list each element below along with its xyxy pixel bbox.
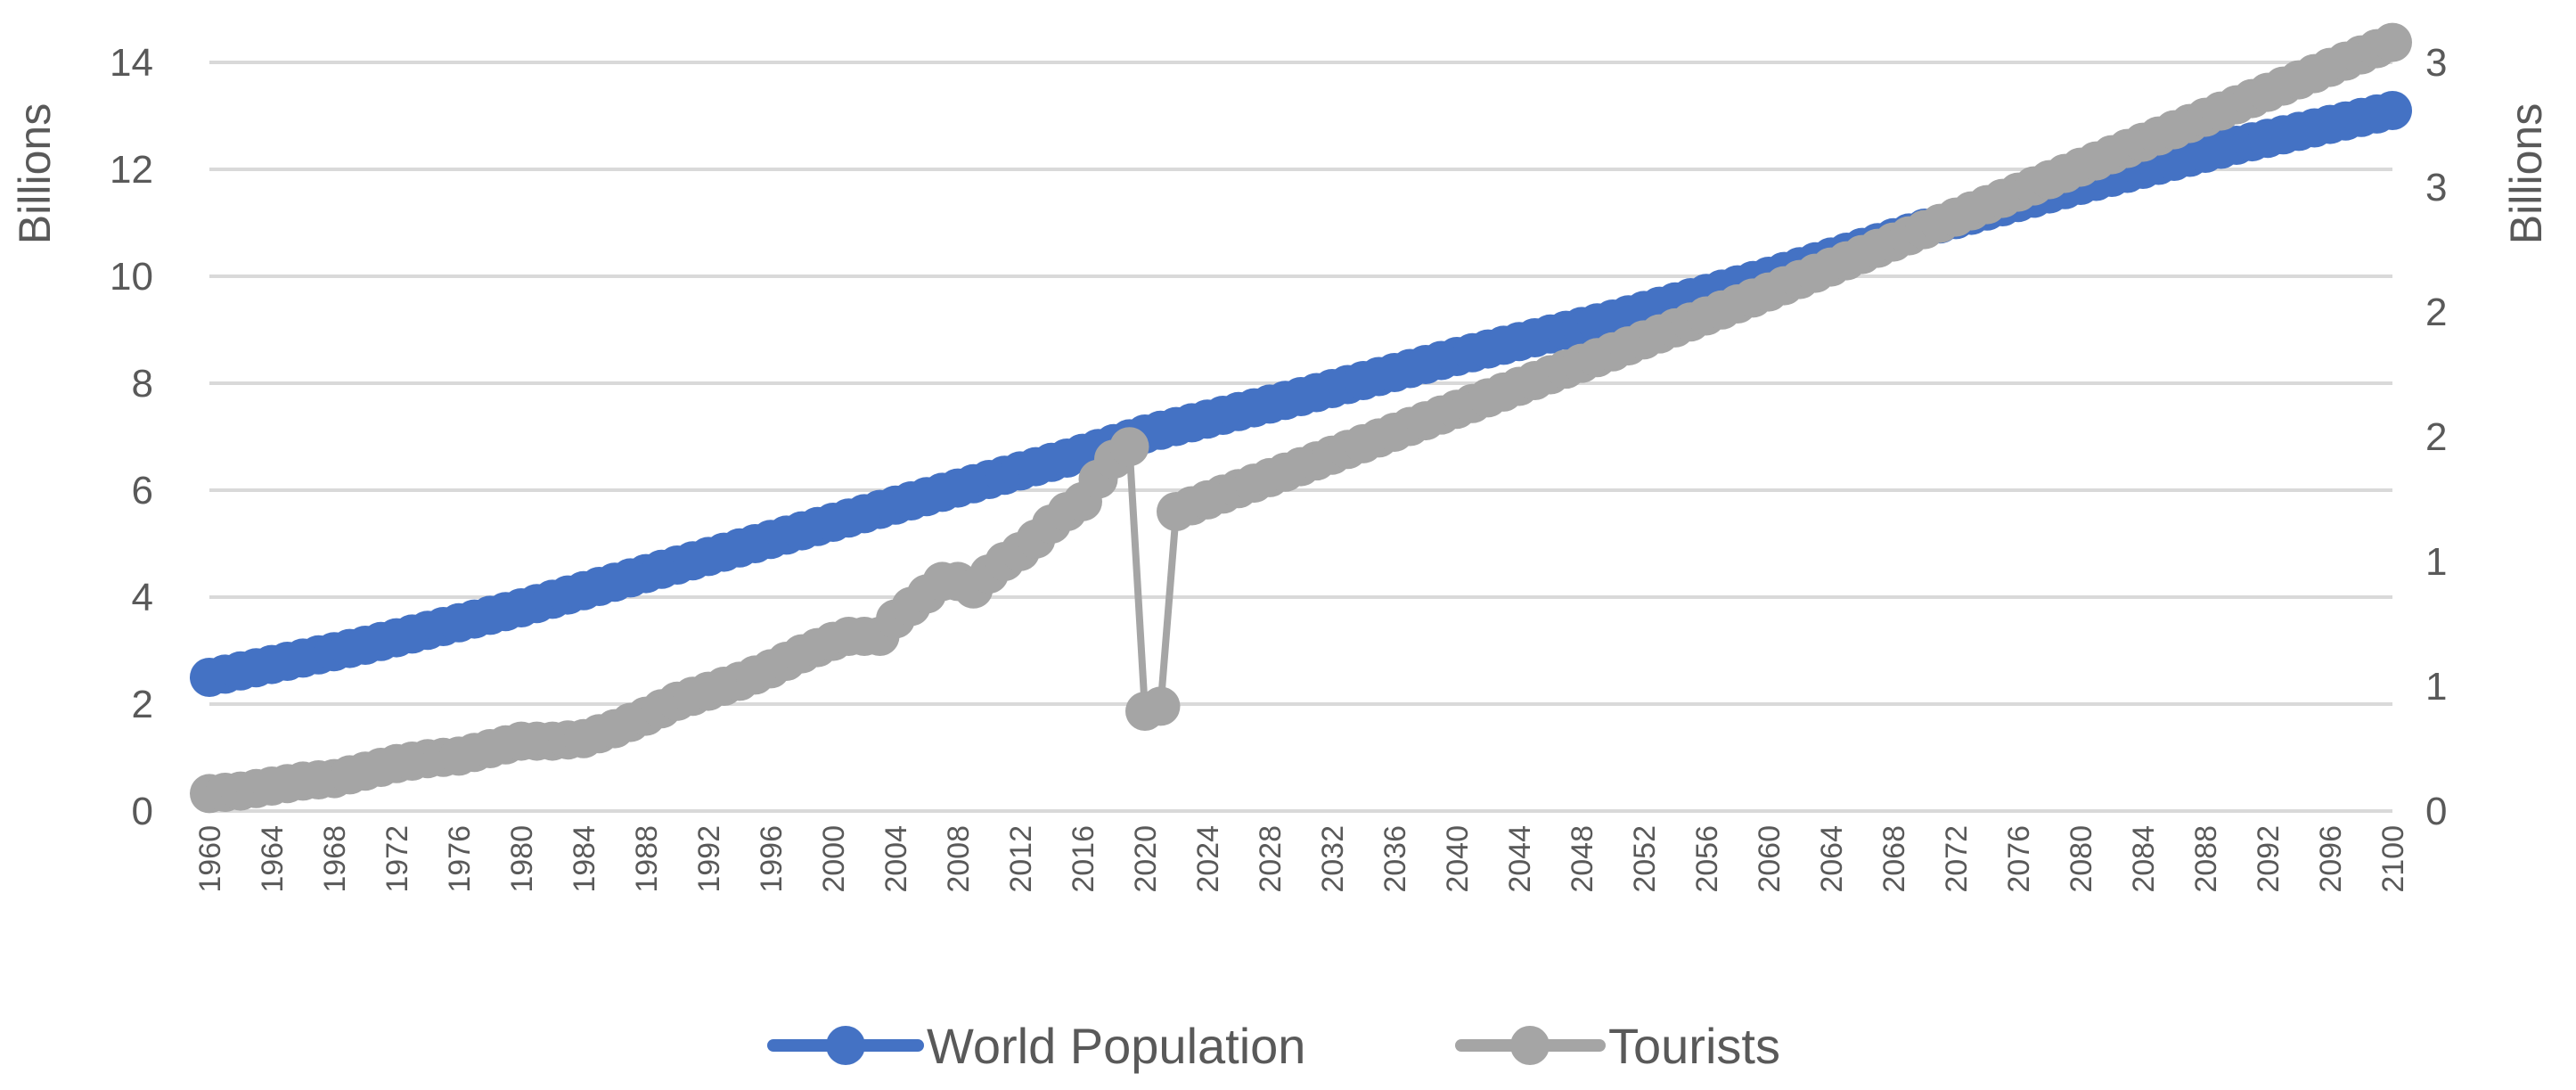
y-left-tick-label: 14 xyxy=(110,41,153,85)
y-right-tick-label: 3 xyxy=(2425,166,2447,209)
y-right-axis-title: Billions xyxy=(2501,103,2551,244)
x-tick-label: 1972 xyxy=(380,825,414,893)
x-tick-label: 2016 xyxy=(1067,825,1100,893)
x-tick-label: 1992 xyxy=(692,825,726,893)
data-point-tourists xyxy=(1109,427,1149,467)
legend-item-tourists: Tourists xyxy=(1455,1018,1780,1074)
x-tick-label: 2008 xyxy=(942,825,976,893)
data-point-world-population xyxy=(2373,91,2412,130)
y-left-tick-label: 2 xyxy=(132,683,153,726)
legend-label-tourists: Tourists xyxy=(1608,1018,1780,1074)
y-left-tick-label: 6 xyxy=(132,469,153,512)
y-left-tick-label: 10 xyxy=(110,255,153,299)
x-tick-label: 1984 xyxy=(568,825,601,893)
right-y-axis-ticks: 0 1 1 2 2 3 3 xyxy=(2425,41,2447,833)
x-tick-label: 2076 xyxy=(2002,825,2036,893)
x-tick-label: 2044 xyxy=(1503,825,1537,893)
x-tick-label: 2068 xyxy=(1877,825,1911,893)
x-tick-label: 1968 xyxy=(318,825,352,893)
x-tick-label: 2084 xyxy=(2127,825,2161,893)
y-right-tick-label: 3 xyxy=(2425,41,2447,85)
data-point-tourists xyxy=(1141,686,1181,726)
legend-marker-world-population xyxy=(826,1026,865,1065)
legend-label-world-population: World Population xyxy=(927,1018,1305,1074)
legend-marker-tourists xyxy=(1510,1026,1550,1065)
series-tourists xyxy=(190,22,2412,814)
x-tick-label: 2064 xyxy=(1815,825,1849,893)
y-left-tick-label: 8 xyxy=(132,362,153,406)
x-tick-label: 1980 xyxy=(505,825,539,893)
x-tick-label: 2032 xyxy=(1316,825,1350,893)
x-tick-label: 2080 xyxy=(2065,825,2098,893)
x-tick-label: 2036 xyxy=(1378,825,1412,893)
x-tick-label: 2072 xyxy=(1940,825,1974,893)
x-tick-label: 1976 xyxy=(443,825,477,893)
x-tick-label: 2004 xyxy=(879,825,913,893)
x-tick-label: 1988 xyxy=(630,825,664,893)
x-tick-label: 2092 xyxy=(2252,825,2286,893)
left-y-axis-ticks: 0 2 4 6 8 10 12 14 xyxy=(110,41,153,833)
legend-item-world-population: World Population xyxy=(767,1018,1305,1074)
y-right-tick-label: 1 xyxy=(2425,665,2447,709)
x-tick-label: 2024 xyxy=(1191,825,1225,893)
x-tick-label: 2056 xyxy=(1690,825,1724,893)
x-tick-label: 2100 xyxy=(2376,825,2410,893)
legend: World Population Tourists xyxy=(767,1018,1780,1074)
x-tick-label: 2020 xyxy=(1129,825,1163,893)
y-left-tick-label: 0 xyxy=(132,790,153,833)
y-right-tick-label: 2 xyxy=(2425,415,2447,459)
x-tick-label: 2088 xyxy=(2189,825,2223,893)
x-tick-label: 2040 xyxy=(1441,825,1475,893)
y-left-axis-title: Billions xyxy=(10,103,60,244)
x-tick-label: 2012 xyxy=(1004,825,1038,893)
x-tick-label: 2052 xyxy=(1628,825,1662,893)
y-right-tick-label: 1 xyxy=(2425,540,2447,584)
y-left-tick-label: 4 xyxy=(132,576,153,619)
y-right-tick-label: 0 xyxy=(2425,790,2447,833)
x-tick-label: 1964 xyxy=(256,825,290,893)
series-layer xyxy=(190,22,2412,814)
x-tick-label: 2000 xyxy=(817,825,851,893)
x-tick-label: 1996 xyxy=(755,825,789,893)
y-right-tick-label: 2 xyxy=(2425,291,2447,334)
x-tick-label: 2028 xyxy=(1254,825,1288,893)
y-left-tick-label: 12 xyxy=(110,148,153,192)
x-tick-label: 1960 xyxy=(193,825,227,893)
x-tick-label: 2096 xyxy=(2314,825,2348,893)
data-point-tourists xyxy=(2373,22,2412,62)
x-tick-label: 2048 xyxy=(1566,825,1599,893)
x-axis-ticks: 1960 1964 1968 1972 1976 1980 1984 1988 1992 1996… xyxy=(193,825,2410,893)
x-tick-label: 2060 xyxy=(1753,825,1787,893)
